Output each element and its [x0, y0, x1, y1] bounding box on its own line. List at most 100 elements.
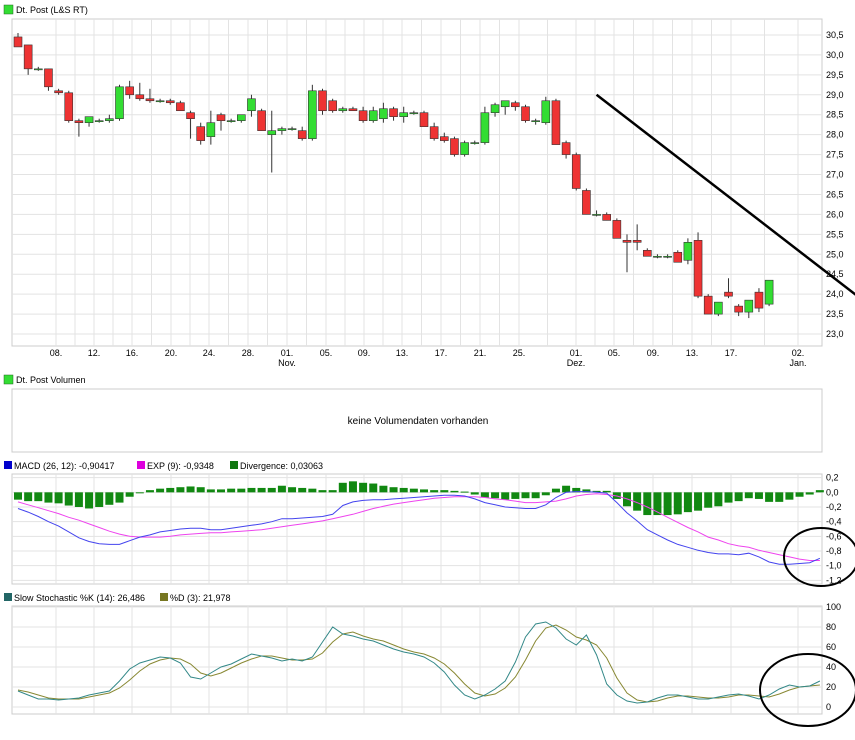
candle-body-up — [480, 112, 490, 143]
price-candle — [622, 234, 632, 273]
divergence-bar — [267, 487, 276, 493]
macd-y-tick-label: -0,4 — [826, 517, 842, 527]
candle-body-down — [622, 240, 632, 243]
candle-body-down — [135, 94, 145, 100]
candle-body-down — [23, 44, 33, 70]
candle-body-down — [44, 68, 53, 88]
divergence-bar — [389, 487, 398, 493]
divergence-bar — [379, 485, 388, 493]
candle-body-down — [54, 90, 63, 94]
price-candle — [460, 140, 469, 157]
price-y-tick-label: 28,0 — [826, 130, 844, 140]
divergence-bar — [450, 490, 459, 493]
candle-body-down — [632, 240, 642, 243]
date-tick-label: 09. — [647, 348, 660, 358]
macd-y-tick-label: -0,2 — [826, 502, 842, 512]
date-tick-label: 17. — [435, 348, 448, 358]
divergence-bar — [196, 487, 205, 493]
k-legend-text: Slow Stochastic %K (14): 26,486 — [14, 593, 145, 603]
candle-body-down — [419, 112, 429, 127]
month-label: Dez. — [567, 358, 586, 368]
candle-body-down — [196, 126, 205, 141]
date-tick-label: 05. — [320, 348, 333, 358]
candle-body-down — [74, 120, 84, 123]
divergence-bar — [795, 492, 804, 497]
divergence-bar — [318, 490, 327, 493]
date-tick-label: 21. — [474, 348, 487, 358]
macd-y-axis: -1,2 -1,0 -0,8 -0,6 -0,4 -0,2 0,0 0,2 — [826, 473, 842, 586]
price-candle — [226, 118, 236, 123]
macd-line — [17, 491, 821, 565]
divergence-bar — [511, 492, 520, 499]
price-candle — [480, 106, 490, 145]
candle-body-up — [226, 120, 236, 122]
exp-signal-line — [17, 493, 820, 561]
candle-body-up — [115, 86, 124, 119]
price-candle — [734, 304, 743, 317]
price-candle — [592, 210, 601, 217]
divergence-bar — [592, 490, 601, 493]
divergence-bar — [85, 492, 94, 509]
candle-body-up — [592, 214, 601, 216]
price-candle — [13, 32, 23, 48]
price-candle — [196, 122, 205, 145]
price-y-tick-label: 29,5 — [826, 70, 844, 80]
price-candle — [724, 278, 733, 299]
divergence-bar — [430, 490, 439, 493]
stochastic-y-tick-label: 100 — [826, 602, 841, 612]
candle-body-up — [764, 279, 774, 305]
price-candle — [500, 100, 510, 115]
candle-body-up — [500, 100, 510, 108]
candle-body-down — [734, 305, 743, 313]
divergence-bar — [176, 487, 185, 493]
price-y-tick-label: 27,5 — [826, 150, 844, 160]
divergence-bar — [44, 492, 53, 503]
candle-body-up — [663, 255, 672, 258]
candle-body-down — [703, 295, 713, 315]
candle-body-down — [511, 102, 520, 108]
date-tick-label: 25. — [513, 348, 526, 358]
price-y-tick-label: 30,5 — [826, 30, 844, 40]
candle-body-down — [125, 86, 134, 96]
divergence-bar — [440, 490, 449, 493]
date-tick-label: 28. — [242, 348, 255, 358]
price-candle — [216, 112, 226, 131]
divergence-bar — [805, 492, 814, 495]
price-candles — [13, 32, 774, 319]
candle-body-up — [714, 301, 723, 315]
divergence-bar — [348, 481, 357, 493]
price-y-tick-label: 26,0 — [826, 209, 844, 219]
stochastic-y-tick-label: 80 — [826, 622, 836, 632]
candle-body-up — [368, 110, 378, 121]
price-candle — [115, 84, 124, 121]
stochastic-highlight-ellipse — [759, 653, 855, 727]
macd-lines — [17, 491, 821, 565]
divergence-bar — [501, 492, 510, 500]
divergence-bar — [135, 492, 144, 494]
price-candle — [247, 94, 256, 117]
candle-body-up — [247, 98, 256, 112]
volume-legend-swatch — [3, 374, 14, 385]
price-candle — [44, 68, 53, 91]
price-candle — [602, 212, 612, 221]
candle-body-up — [531, 120, 540, 122]
candle-body-down — [358, 110, 368, 121]
price-candle — [145, 88, 155, 103]
price-candle — [135, 82, 145, 101]
volume-chart-title: Dt. Post Volumen — [16, 375, 86, 385]
stochastic-y-tick-label: 0 — [826, 702, 831, 712]
price-y-tick-label: 25,5 — [826, 229, 844, 239]
price-panel: Dt. Post (L&S RT) 23,0 23,5 24,0 24,5 25,0 25… — [3, 4, 855, 368]
candle-body-up — [490, 104, 500, 114]
price-candle — [521, 104, 530, 123]
price-candle — [105, 114, 114, 123]
stochastic-y-tick-label: 20 — [826, 682, 836, 692]
price-y-tick-label: 23,0 — [826, 329, 844, 339]
macd-y-tick-label: 0,2 — [826, 473, 839, 483]
divergence-bar — [338, 482, 347, 493]
trend-line — [595, 93, 855, 296]
price-candle — [94, 118, 104, 123]
divergence-bar — [754, 492, 763, 499]
price-candle — [64, 90, 74, 123]
divergence-bar — [217, 489, 225, 493]
